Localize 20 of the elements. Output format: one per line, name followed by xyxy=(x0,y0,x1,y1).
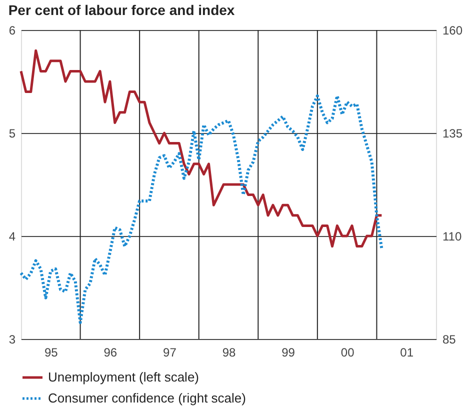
x-tick-label: 99 xyxy=(282,346,296,360)
line-series xyxy=(20,94,384,324)
y-tick-label: 6 xyxy=(8,24,16,38)
legend-label: Unemployment (left scale) xyxy=(48,370,199,384)
line-series xyxy=(20,49,383,248)
y2-tick-label: 110 xyxy=(442,230,462,244)
y2-tick-label: 160 xyxy=(442,24,463,38)
legend-label: Consumer confidence (right scale) xyxy=(48,390,246,406)
x-tick-label: 97 xyxy=(163,346,177,360)
x-tick-label: 96 xyxy=(104,346,118,360)
y-tick-label: 4 xyxy=(8,230,16,244)
x-tick-label: 00 xyxy=(340,346,355,360)
chart-title: Per cent of labour force and index xyxy=(8,2,235,18)
y-tick-label: 5 xyxy=(8,126,16,140)
y-tick-label: 3 xyxy=(8,332,16,346)
y2-tick-label: 135 xyxy=(442,126,463,140)
x-tick-label: 95 xyxy=(44,346,58,360)
x-tick-label: 01 xyxy=(400,346,414,360)
y2-tick-label: 85 xyxy=(442,332,456,346)
x-tick-label: 98 xyxy=(222,346,236,360)
